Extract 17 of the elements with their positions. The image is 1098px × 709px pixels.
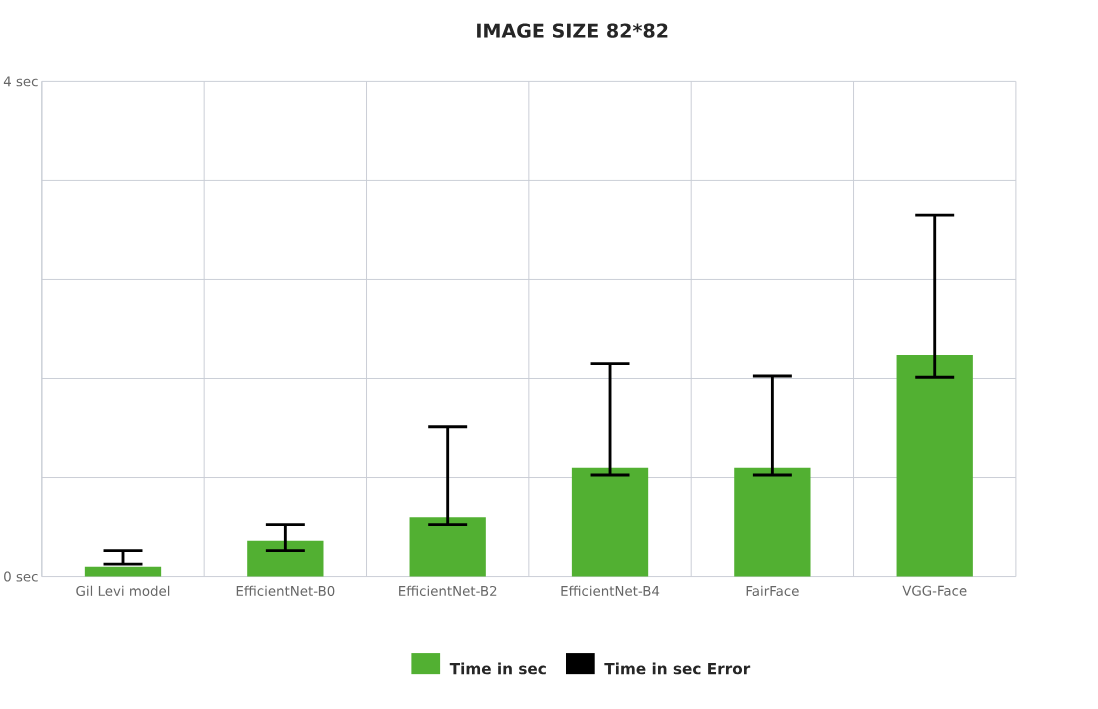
x-tick-label: EfficientNet-B2: [399, 585, 497, 597]
x-tick-label: FairFace: [746, 585, 799, 597]
bar: [84, 566, 162, 577]
chart-title: IMAGE SIZE 82*82: [477, 23, 668, 38]
x-tick-label: VGG-Face: [902, 585, 967, 596]
bar: [734, 467, 811, 577]
legend-label: Time in sec: [449, 662, 546, 675]
y-tick-label: 4 sec: [3, 76, 38, 87]
x-tick-label: EfficientNet-B4: [561, 585, 660, 597]
x-tick-label: EfficientNet-B0: [236, 585, 335, 597]
y-tick-label: 0 sec: [4, 571, 38, 582]
x-tick-label: Gil Levi model: [76, 585, 170, 597]
bar: [896, 355, 973, 577]
bar: [409, 517, 486, 577]
text: Time in sec Error: [604, 662, 751, 675]
bar: [571, 467, 649, 577]
bar: [247, 540, 324, 577]
